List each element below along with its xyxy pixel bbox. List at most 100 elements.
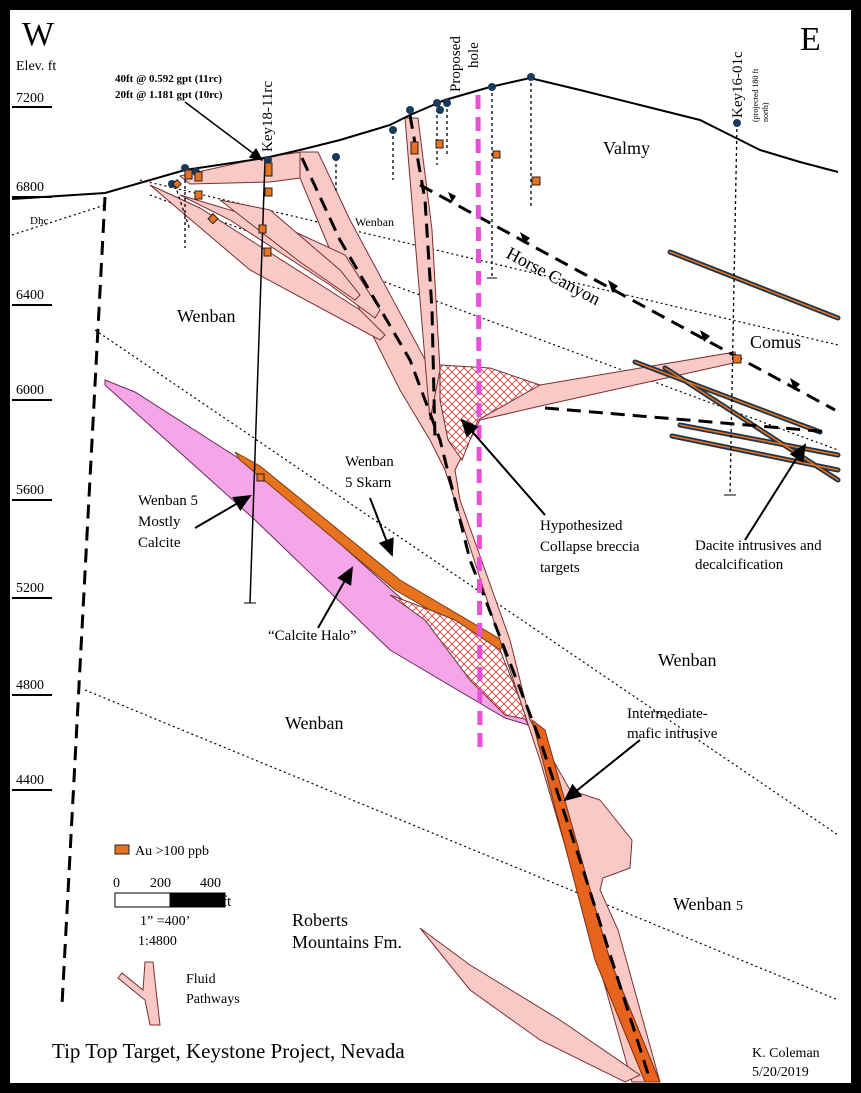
drill-holes	[488, 83, 496, 91]
fluid-pathways	[149, 184, 386, 341]
faults	[408, 114, 437, 441]
drill-holes	[732, 354, 742, 364]
arrows	[317, 566, 353, 629]
unit: Mountains Fm.	[292, 932, 402, 952]
scale-text: 1” =400’	[140, 914, 190, 929]
callout: 5 Skarn	[345, 475, 392, 491]
callout: Wenban	[345, 454, 394, 470]
contacts	[84, 689, 839, 1001]
legend-fluid	[117, 961, 161, 1026]
faults	[300, 157, 652, 1081]
contacts	[11, 204, 106, 236]
drill-holes	[194, 171, 203, 182]
scale-label: 400	[200, 876, 221, 891]
arrows	[563, 739, 641, 802]
drill-holes	[264, 187, 273, 197]
unit: Wenban 5	[673, 894, 743, 914]
drill-holes	[264, 156, 272, 164]
drill-holes	[264, 162, 273, 177]
callout: Hypothesized	[540, 518, 623, 534]
cross-section: 7200 6800 6400 6000 5600 5200 4800 4400	[16, 91, 44, 788]
author: K. Coleman	[752, 1046, 820, 1061]
callout: Wenban 5	[138, 493, 198, 509]
unit: Wenban	[658, 650, 717, 670]
drill-holes	[733, 119, 741, 127]
east: E	[800, 21, 821, 58]
fault-teeth	[448, 192, 456, 202]
callout: decalcification	[695, 557, 784, 573]
fluid-pathways	[219, 199, 361, 301]
drill-holes	[527, 73, 535, 81]
calcite-halo	[104, 379, 529, 726]
elevation: 4400	[16, 773, 44, 788]
drill-holes	[389, 126, 397, 134]
dacite	[634, 361, 821, 433]
unit: Wenban	[285, 713, 344, 733]
drill-holes	[168, 73, 742, 604]
cross-section: Wenban 5 Skarn Wenban 5 Mostly Calcite “Cal…	[138, 454, 822, 742]
callout: Calcite	[138, 535, 181, 551]
elevation: 6800	[16, 180, 44, 195]
elevation: 6000	[16, 383, 44, 398]
arrows	[194, 494, 252, 529]
drill-holes	[263, 247, 272, 257]
drill-holes	[443, 99, 451, 107]
hole-label: Key16-01c	[730, 51, 746, 118]
legend-label: Pathways	[186, 992, 240, 1007]
date: 5/20/2019	[752, 1065, 809, 1080]
elevation: 5600	[16, 483, 44, 498]
fluid-pathways	[419, 927, 642, 1083]
hole-note: north)	[761, 102, 770, 122]
unit: Wenban	[177, 306, 236, 326]
assay: 20ft @ 1.181 gpt (10rc)	[115, 89, 223, 101]
legend-label: Fluid	[186, 972, 216, 987]
drill-holes	[256, 473, 265, 482]
callout: Dacite intrusives and	[695, 538, 822, 554]
arrows	[744, 443, 807, 541]
drill-holes	[410, 141, 419, 155]
elevation-ticks	[12, 106, 52, 791]
hole-label: Proposed	[448, 36, 464, 92]
drill-holes	[172, 179, 182, 189]
hole-label: hole	[466, 42, 482, 68]
hole-note: (projected 180 ft	[751, 68, 760, 122]
drill-holes	[249, 159, 266, 604]
scale-label: 0	[113, 876, 120, 891]
drill-holes	[194, 190, 203, 200]
elevation: 6400	[16, 288, 44, 303]
arrows	[369, 497, 394, 557]
unit: Wenban	[673, 894, 732, 914]
fault-teeth	[448, 192, 800, 390]
scale-bar	[169, 892, 226, 908]
fault-teeth	[520, 232, 530, 244]
drill-holes	[531, 176, 541, 186]
scale-unit: ft	[222, 894, 232, 910]
drill-holes	[433, 99, 441, 107]
unit: Comus	[750, 332, 801, 352]
legend-label: Au >100 ppb	[135, 844, 209, 859]
scale-bar	[114, 892, 171, 908]
fluid-pathways	[299, 151, 739, 1083]
dacite	[679, 424, 839, 456]
elevation: 5200	[16, 581, 44, 596]
scale-text: 1:4800	[138, 934, 177, 949]
west: W	[22, 16, 55, 53]
drill-holes	[332, 153, 340, 161]
unit: 5	[736, 899, 743, 914]
faults	[544, 406, 831, 434]
dacite	[669, 251, 839, 319]
callout: targets	[540, 560, 580, 576]
elevation: 4800	[16, 678, 44, 693]
drill-holes	[168, 180, 176, 188]
dacite	[671, 435, 839, 471]
arrows	[194, 418, 807, 802]
faults	[60, 114, 836, 1081]
callout: Collapse breccia	[540, 539, 640, 555]
drill-holes	[258, 224, 267, 234]
faults	[419, 183, 836, 412]
drill-holes	[172, 139, 742, 482]
fault-teeth	[790, 378, 800, 390]
cross-section	[184, 101, 264, 161]
drill-holes	[436, 106, 444, 114]
